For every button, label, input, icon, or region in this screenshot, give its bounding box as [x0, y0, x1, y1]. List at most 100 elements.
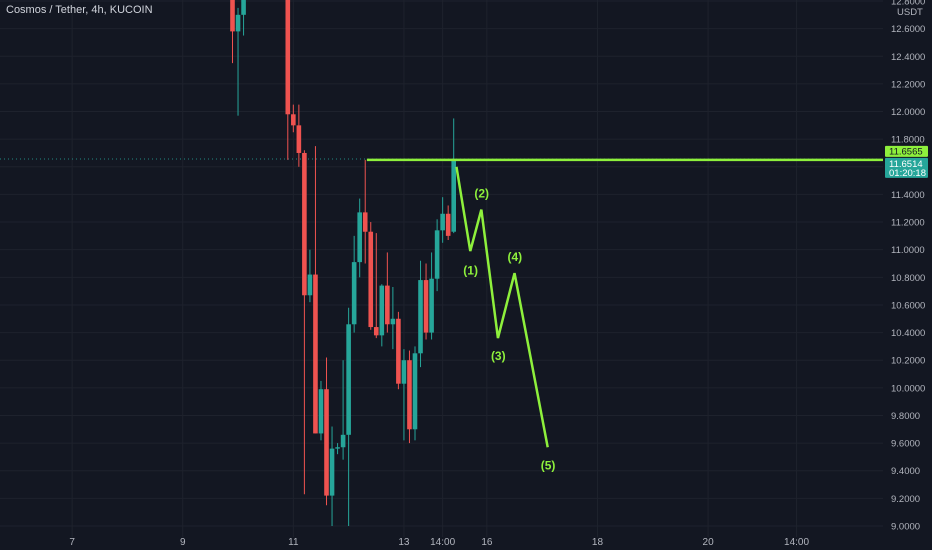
candle[interactable]: [362, 159, 368, 264]
candle[interactable]: [418, 260, 423, 368]
candle[interactable]: [423, 263, 429, 340]
candle-body[interactable]: [368, 231, 374, 328]
candle-body[interactable]: [451, 159, 456, 232]
candle[interactable]: [357, 198, 362, 278]
candle[interactable]: [235, 7, 241, 116]
candle[interactable]: [302, 150, 307, 495]
price-tick-label: 11.8000: [891, 135, 925, 146]
candle[interactable]: [451, 118, 456, 234]
candle-body[interactable]: [440, 213, 445, 231]
candle[interactable]: [313, 146, 318, 434]
price-tick-label: 12.2000: [891, 79, 925, 90]
candle-body[interactable]: [407, 360, 412, 430]
candle-body[interactable]: [390, 318, 396, 325]
wave-label: (3): [491, 349, 506, 363]
price-tick-label: 10.0000: [891, 383, 925, 394]
candle[interactable]: [291, 104, 296, 133]
candle-body[interactable]: [324, 389, 329, 496]
candle-body[interactable]: [385, 285, 390, 325]
candlestick-series[interactable]: [230, 0, 456, 526]
time-tick-label: 14:00: [784, 537, 809, 548]
candle-body[interactable]: [412, 353, 418, 430]
candle[interactable]: [230, 0, 235, 64]
price-tick-label: 11.2000: [891, 218, 925, 229]
candle-body[interactable]: [230, 0, 235, 32]
time-tick-label: 7: [69, 537, 75, 548]
candle-body[interactable]: [302, 152, 307, 296]
candle[interactable]: [396, 311, 401, 390]
elliott-wave-projection[interactable]: [455, 166, 549, 448]
candle-body[interactable]: [401, 360, 407, 384]
candle-body[interactable]: [434, 230, 440, 279]
price-tick-label: 11.4000: [891, 190, 925, 201]
chart-grid: [0, 0, 883, 537]
candle[interactable]: [373, 233, 379, 339]
candle[interactable]: [434, 219, 440, 292]
candle-body[interactable]: [318, 389, 324, 434]
candle[interactable]: [324, 357, 329, 506]
candle-body[interactable]: [351, 262, 357, 325]
candle[interactable]: [340, 360, 346, 460]
candle-body[interactable]: [340, 434, 346, 448]
time-axis[interactable]: 7 9 11 13 14:00 16 18 20 14:00: [0, 537, 932, 550]
candle-body[interactable]: [373, 327, 379, 336]
candle[interactable]: [296, 104, 302, 167]
current-price-tag: 11.6514: [889, 159, 923, 170]
candle[interactable]: [346, 307, 351, 526]
candle-body[interactable]: [296, 125, 302, 153]
price-tick-label: 10.2000: [891, 356, 925, 367]
candle[interactable]: [429, 252, 434, 340]
candle-body[interactable]: [291, 114, 296, 126]
price-tick-label: 9.8000: [891, 411, 920, 422]
candle[interactable]: [407, 350, 412, 444]
candle[interactable]: [241, 0, 246, 36]
price-tick-label: 10.6000: [891, 300, 925, 311]
candle[interactable]: [285, 0, 291, 160]
candle-body[interactable]: [346, 324, 351, 435]
wave-label: (5): [541, 458, 556, 472]
candle-body[interactable]: [241, 0, 246, 15]
price-tick-label: 12.0000: [891, 107, 925, 118]
drawing-layer[interactable]: (1) (2) (3) (4) (5): [366, 158, 883, 472]
candle-body[interactable]: [235, 14, 241, 32]
candle-body[interactable]: [396, 318, 401, 384]
unit-label-background: [893, 6, 923, 18]
candle[interactable]: [445, 205, 451, 241]
candle[interactable]: [390, 286, 396, 350]
price-tick-label: 10.8000: [891, 273, 925, 284]
candle[interactable]: [351, 235, 357, 333]
wave-label: (2): [474, 187, 489, 201]
candle[interactable]: [318, 380, 324, 441]
candle[interactable]: [385, 252, 390, 333]
candle[interactable]: [368, 222, 374, 330]
candle-body[interactable]: [423, 280, 429, 333]
price-tick-label: 9.2000: [891, 494, 920, 505]
candle-body[interactable]: [418, 280, 423, 354]
resistance-price-tag-bg: [885, 145, 928, 157]
candle[interactable]: [401, 349, 407, 441]
candle-body[interactable]: [313, 274, 318, 434]
time-tick-label: 18: [592, 537, 604, 548]
candle-body[interactable]: [379, 285, 385, 336]
candle[interactable]: [329, 426, 335, 526]
candle-body[interactable]: [335, 447, 340, 449]
candle[interactable]: [379, 284, 385, 347]
candle-body[interactable]: [329, 448, 335, 496]
candle[interactable]: [412, 346, 418, 441]
price-axis-background: [883, 0, 932, 550]
candle[interactable]: [440, 197, 445, 243]
candle-body[interactable]: [285, 0, 291, 115]
candle[interactable]: [335, 443, 340, 455]
price-tick-label: 10.4000: [891, 328, 925, 339]
candle-body[interactable]: [445, 213, 451, 236]
price-axis[interactable]: 12.8000 12.6000 12.4000 12.2000 12.0000 11.80…: [883, 0, 932, 550]
candle-body[interactable]: [362, 212, 368, 232]
candle-body[interactable]: [357, 212, 362, 263]
candle[interactable]: [307, 249, 313, 303]
candle-body[interactable]: [307, 274, 313, 296]
countdown-tag: 01:20:18: [889, 168, 926, 179]
candle-body[interactable]: [429, 278, 434, 333]
time-tick-label: 13: [398, 537, 410, 548]
